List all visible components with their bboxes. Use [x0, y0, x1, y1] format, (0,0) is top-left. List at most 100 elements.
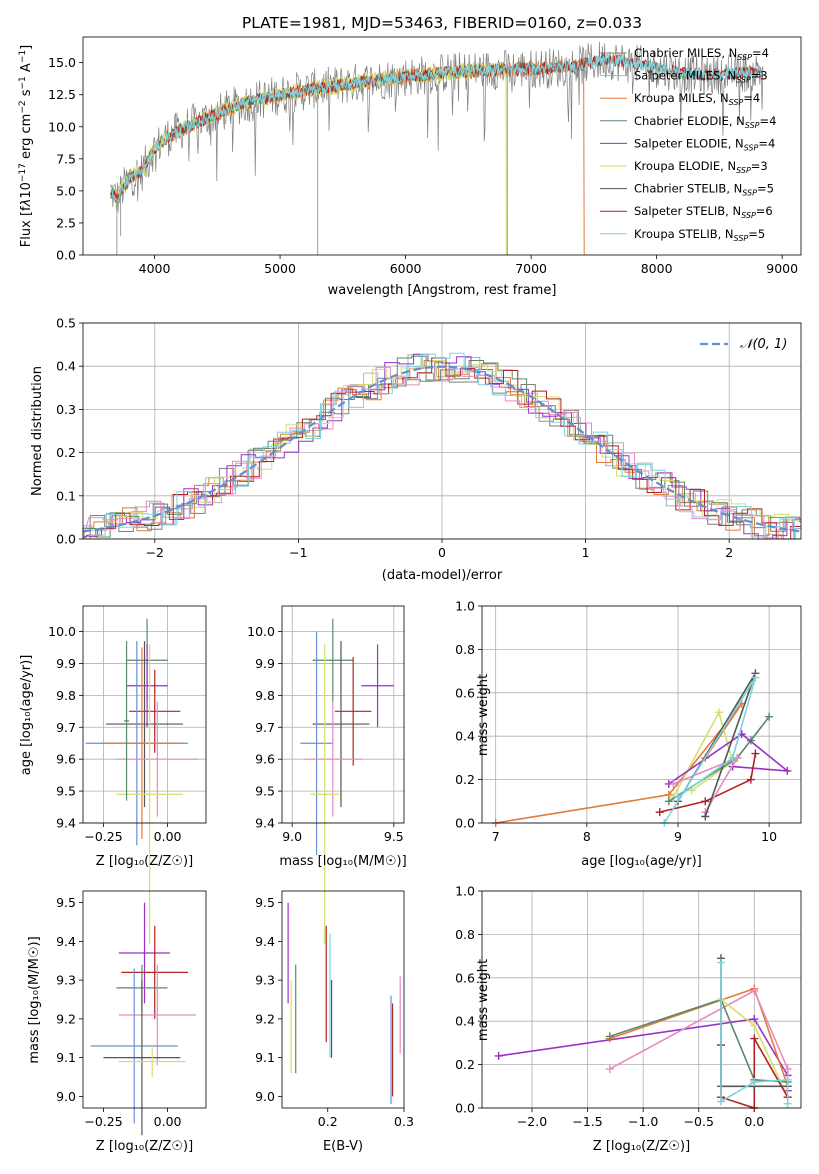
mass_vs_ebv-ytick-label: 9.2	[255, 1011, 275, 1026]
age_vs_z-xlabel: Z [log₁₀(Z/Z☉)]	[96, 854, 193, 869]
age_vs_z-ytick-label: 9.5	[56, 784, 76, 799]
spectrum-legend-label: Chabrier ELODIE, NSSP=4	[634, 114, 776, 130]
weight_vs_z-ytick-label: 1.0	[455, 884, 475, 899]
age_vs_z-ytick-label: 9.6	[56, 752, 76, 767]
age_vs_mass-panel: 9.0 9.5 9.4 9.5 9.6 9.7 9.8 9.9 10.0 mass [log₁₀(…	[247, 605, 407, 945]
weight_vs_z-ytick-label: 0.4	[455, 1014, 475, 1029]
weight_vs_age-xtick-label: 8	[583, 829, 591, 844]
weight_vs_age-series-line	[668, 733, 790, 785]
age_vs_z-panel: −0.25 0.00 9.4 9.5 9.6 9.7 9.8 9.9 10.0 Z [log₁₀(…	[19, 605, 207, 945]
residual-histogram-series	[82, 366, 801, 540]
mass_vs_z-ytick-label: 9.4	[56, 934, 76, 949]
age_vs_z-ytick-label: 9.7	[56, 720, 76, 735]
residual-xtick-label: 1	[582, 545, 590, 560]
mass_vs_z-panel: −0.25 0.00 9.0 9.1 9.2 9.3 9.4 9.5 Z [log₁₀(Z/Z☉…	[27, 890, 207, 1154]
weight_vs_z-ytick-label: 0.8	[455, 927, 475, 942]
spectrum-ytick-label: 15.0	[48, 55, 76, 70]
mass_vs_z-ytick-label: 9.1	[56, 1050, 76, 1065]
age_vs_mass-xtick-label: 9.5	[384, 829, 404, 844]
mass_vs_ebv-axes-frame	[281, 890, 405, 1109]
spectrum-model-lines	[110, 41, 764, 256]
spectrum-xtick-label: 7000	[515, 261, 547, 276]
weight_vs_age-point-marker	[655, 808, 664, 817]
weight_vs_age-point-marker	[765, 712, 774, 721]
age_vs_z-ylabel: age [log₁₀(age/yr)]	[19, 655, 34, 776]
weight_vs_z-xtick-label: 0.0	[744, 1114, 764, 1129]
spectrum-ytick-label: 5.0	[56, 183, 76, 198]
age_vs_mass-xlabel: mass [log₁₀(M/M☉)]	[279, 854, 406, 869]
residual-histogram-panel: −2 −1 0 1 2 0.0 0.1 0.2 0.3 0.4 0.5 𝒩(0, 1) (data-…	[30, 316, 802, 583]
mass_vs_z-xtick-label: −0.25	[84, 1114, 122, 1129]
age_vs_z-ytick-label: 9.4	[56, 816, 76, 831]
spectrum-xlabel: wavelength [Angstrom, rest frame]	[328, 283, 557, 298]
normal-curve	[82, 365, 802, 533]
mass_vs_ebv-panel: 0.2 0.3 9.0 9.1 9.2 9.3 9.4 9.5 E(B-V)	[255, 890, 414, 1154]
mass_vs_ebv-xtick-label: 0.3	[394, 1114, 414, 1129]
weight_vs_age-point-marker	[701, 797, 710, 806]
weight_vs_age-series-line	[659, 753, 757, 813]
residual-histograms	[82, 352, 801, 540]
weight_vs_age-series-line	[672, 710, 734, 798]
age_vs_mass-ytick-label: 9.5	[255, 784, 275, 799]
weight_vs_age-point-marker	[751, 673, 760, 682]
weight_vs_age-xtick-label: 7	[492, 829, 500, 844]
mass_vs_ebv-ytick-label: 9.0	[255, 1089, 275, 1104]
weight_vs_age-point-marker	[673, 792, 682, 801]
weight_vs_z-point-marker	[494, 1051, 503, 1060]
residual-xtick-label: 2	[725, 545, 733, 560]
spectrum-ylabel: Flux [fλ10−17 erg cm−2 s−1 A−1]	[18, 45, 34, 247]
weight_vs_age-ytick-label: 0.6	[455, 685, 475, 700]
mass_vs_ebv-ytick-label: 9.1	[255, 1050, 275, 1065]
age_vs_z-axes-frame	[82, 605, 207, 824]
mass_vs_ebv-ytick-label: 9.3	[255, 973, 275, 988]
weight_vs_age-ytick-label: 0.2	[455, 772, 475, 787]
age_vs_mass-ytick-label: 9.6	[255, 752, 275, 767]
spectrum-panel: PLATE=1981, MJD=53463, FIBERID=0160, z=0…	[18, 14, 802, 298]
weight_vs_age-ytick-label: 1.0	[455, 599, 475, 614]
spectrum-ytick-label: 7.5	[56, 151, 76, 166]
weight_vs_z-ylabel: mass weight	[476, 959, 491, 1041]
weight_vs_age-xlabel: age [log₁₀(age/yr)]	[581, 854, 702, 869]
spectrum-legend-label: Chabrier MILES, NSSP=4	[634, 46, 769, 62]
spectrum-title: PLATE=1981, MJD=53463, FIBERID=0160, z=0…	[242, 14, 642, 32]
residual-ytick-label: 0.1	[56, 488, 76, 503]
age_vs_z-ytick-label: 9.9	[56, 656, 76, 671]
weight_vs_z-point-marker	[750, 986, 759, 995]
mass_vs_z-ytick-label: 9.0	[56, 1089, 76, 1104]
residual-histogram-series	[82, 360, 801, 540]
weight_vs_z-point-marker	[750, 1021, 759, 1030]
spectrum-axes-frame	[82, 36, 802, 256]
weight_vs_z-xtick-label: −2.0	[517, 1114, 547, 1129]
mass_vs_ebv-xtick-label: 0.2	[318, 1114, 338, 1129]
residual-ylabel: Normed distribution	[30, 366, 45, 496]
mass_vs_z-ytick-label: 9.2	[56, 1011, 76, 1026]
spectrum-ytick-label: 2.5	[56, 215, 76, 230]
weight_vs_age-series-line	[663, 677, 757, 824]
weight_vs_age-ytick-label: 0.4	[455, 729, 475, 744]
weight_vs_z-axes-frame	[481, 890, 802, 1109]
age_vs_mass-ytick-label: 9.4	[255, 816, 275, 831]
residual-histogram-series	[82, 360, 801, 540]
weight_vs_age-axes-frame	[481, 605, 802, 824]
spectrum-xtick-label: 6000	[390, 261, 422, 276]
age_vs_mass-ytick-label: 9.9	[255, 656, 275, 671]
residual-xtick-label: 0	[438, 545, 446, 560]
weight_vs_z-point-marker	[750, 1077, 759, 1086]
spectrum-legend-label: Kroupa STELIB, NSSP=5	[634, 227, 765, 243]
residual-ytick-label: 0.2	[56, 445, 76, 460]
weight_vs_age-ytick-label: 0.0	[455, 816, 475, 831]
spectrum-ytick-label: 10.0	[48, 119, 76, 134]
spectrum-xtick-label: 5000	[264, 261, 296, 276]
spectrum-xtick-label: 4000	[139, 261, 171, 276]
spectrum-legend: Chabrier MILES, NSSP=4 Salpeter MILES, NS…	[600, 46, 776, 243]
weight_vs_age-point-marker	[746, 775, 755, 784]
weight_vs_age-ytick-label: 0.8	[455, 642, 475, 657]
age_vs_mass-axes-frame	[281, 605, 405, 824]
weight_vs_age-ylabel: mass weight	[476, 674, 491, 756]
weight_vs_z-point-marker	[750, 1034, 759, 1043]
residual-xlabel: (data-model)/error	[382, 568, 503, 583]
age_vs_z-xtick-label: 0.00	[154, 829, 182, 844]
spectrum-legend-label: Salpeter MILES, NSSP=3	[634, 69, 768, 85]
mass_vs_ebv-ytick-label: 9.5	[255, 895, 275, 910]
